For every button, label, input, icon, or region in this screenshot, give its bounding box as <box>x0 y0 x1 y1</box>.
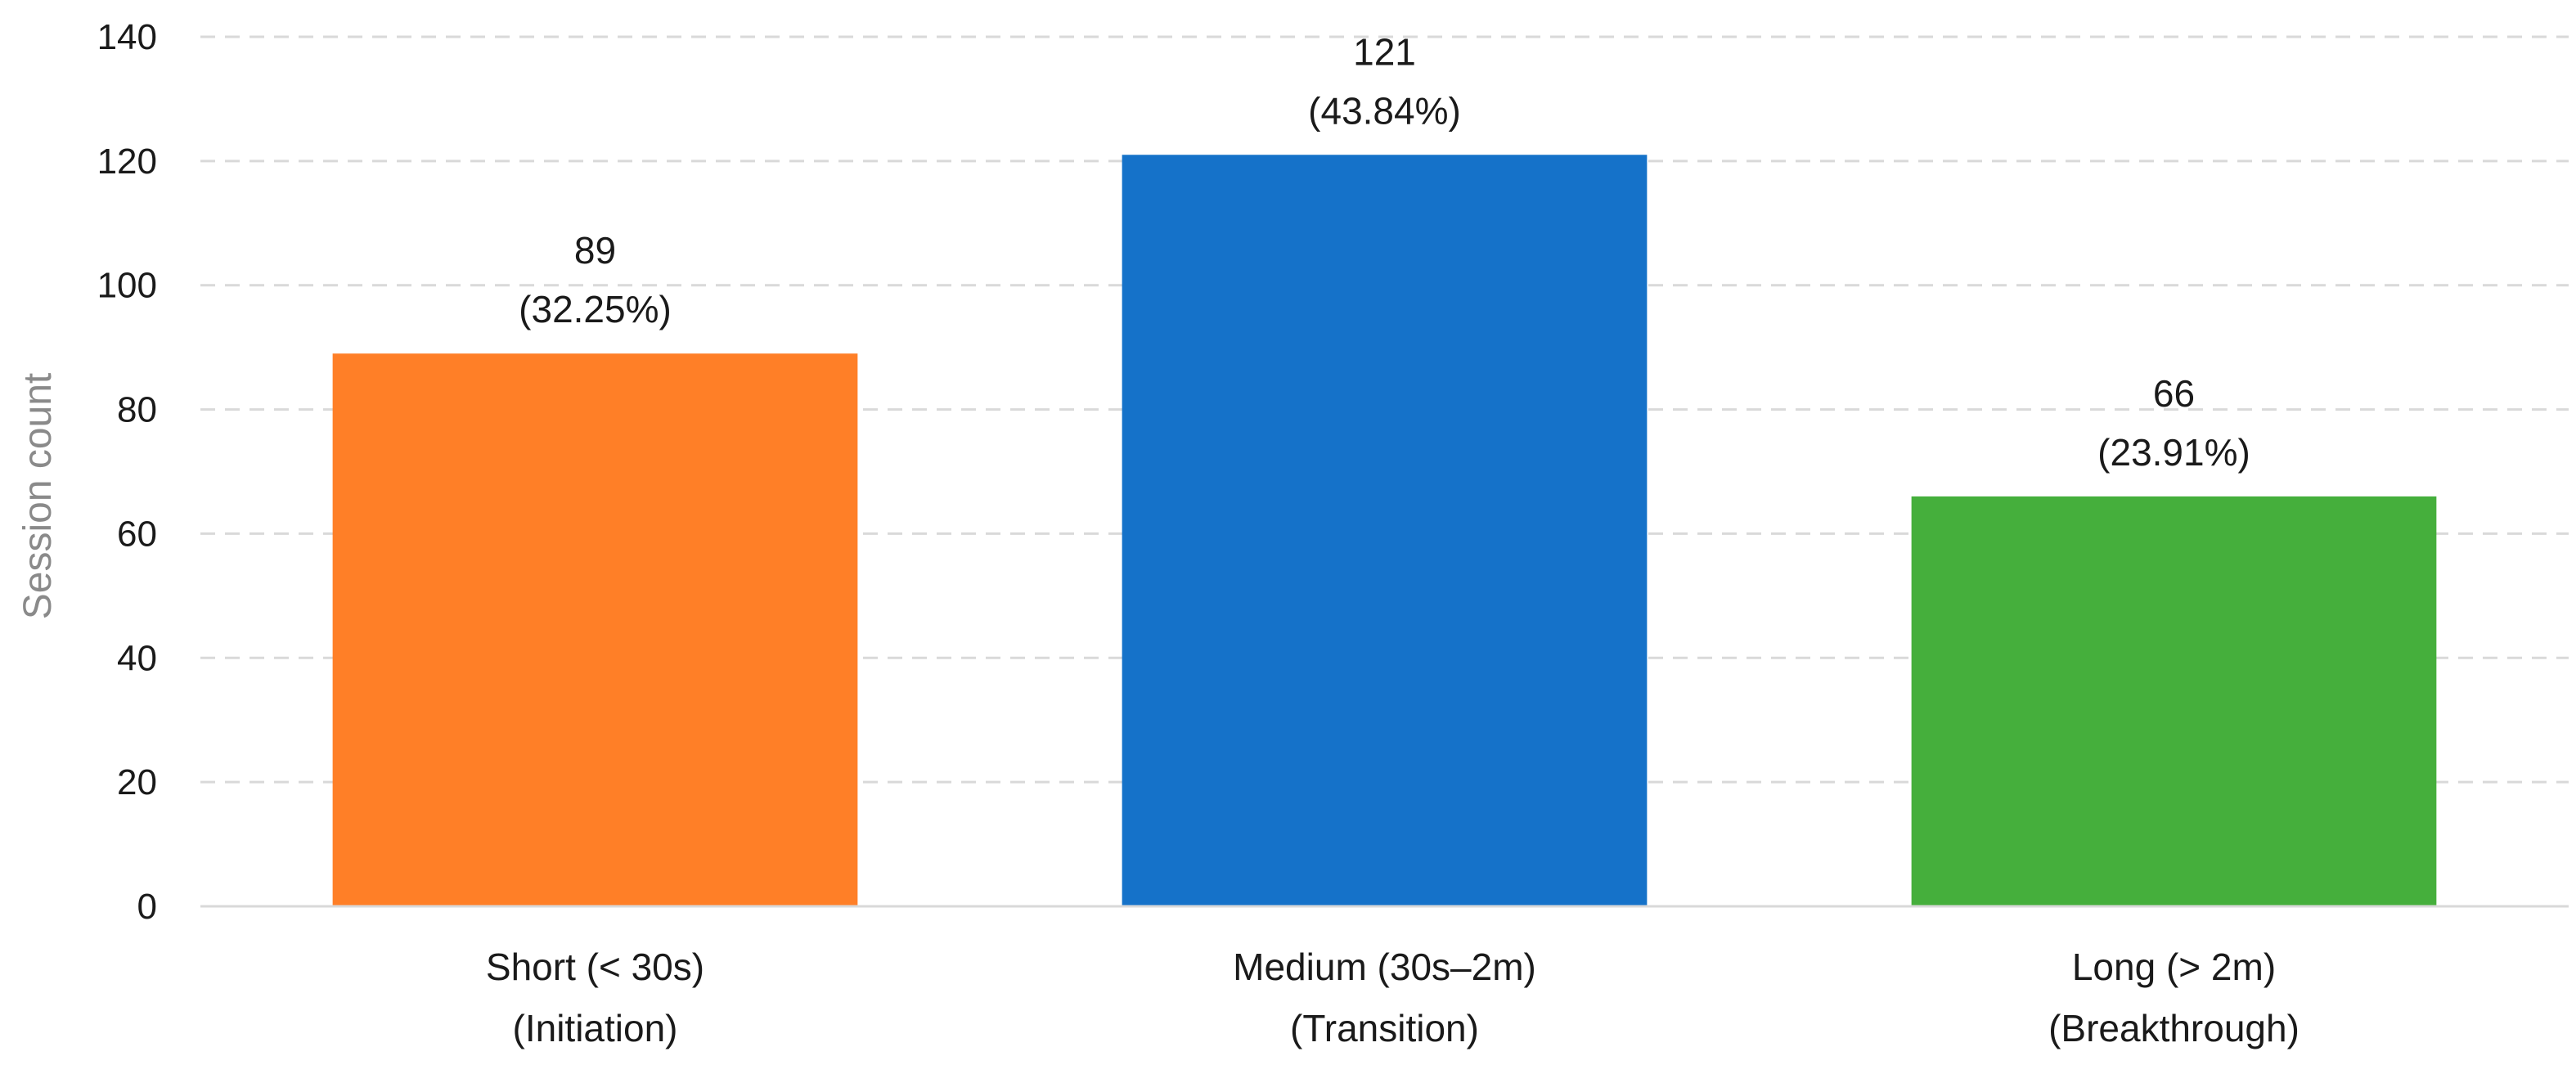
data-label: 66 <box>2153 372 2195 415</box>
data-label: 89 <box>574 229 616 272</box>
bar <box>332 353 858 906</box>
x-category-label: (Breakthrough) <box>2048 1007 2300 1049</box>
y-axis-title: Session count <box>16 373 60 620</box>
data-label: 121 <box>1353 30 1416 73</box>
y-axis-ticks: 0 20 40 60 80 100 120 140 <box>97 17 157 927</box>
x-category-label: Short (< 30s) <box>486 946 704 988</box>
data-label: (32.25%) <box>519 288 672 330</box>
bar <box>1911 496 2437 906</box>
y-tick-label: 140 <box>97 17 157 57</box>
data-label: (23.91%) <box>2097 431 2250 474</box>
y-tick-label: 20 <box>117 762 157 802</box>
x-category-label: Medium (30s–2m) <box>1233 946 1536 988</box>
data-label: (43.84%) <box>1308 89 1461 132</box>
x-category-label: (Transition) <box>1290 1007 1479 1049</box>
y-tick-label: 100 <box>97 266 157 306</box>
x-axis-categories: Short (< 30s) (Initiation) Medium (30s–2m)… <box>486 946 2300 1049</box>
bars <box>332 155 2437 906</box>
y-tick-label: 0 <box>137 887 157 927</box>
x-category-label: (Initiation) <box>513 1007 678 1049</box>
y-tick-label: 80 <box>117 390 157 430</box>
y-tick-label: 40 <box>117 638 157 678</box>
y-tick-label: 60 <box>117 514 157 554</box>
x-category-label: Long (> 2m) <box>2072 946 2276 988</box>
y-tick-label: 120 <box>97 142 157 182</box>
data-labels: 89 (32.25%) 121 (43.84%) 66 (23.91%) <box>519 30 2250 474</box>
bar <box>1122 155 1648 906</box>
